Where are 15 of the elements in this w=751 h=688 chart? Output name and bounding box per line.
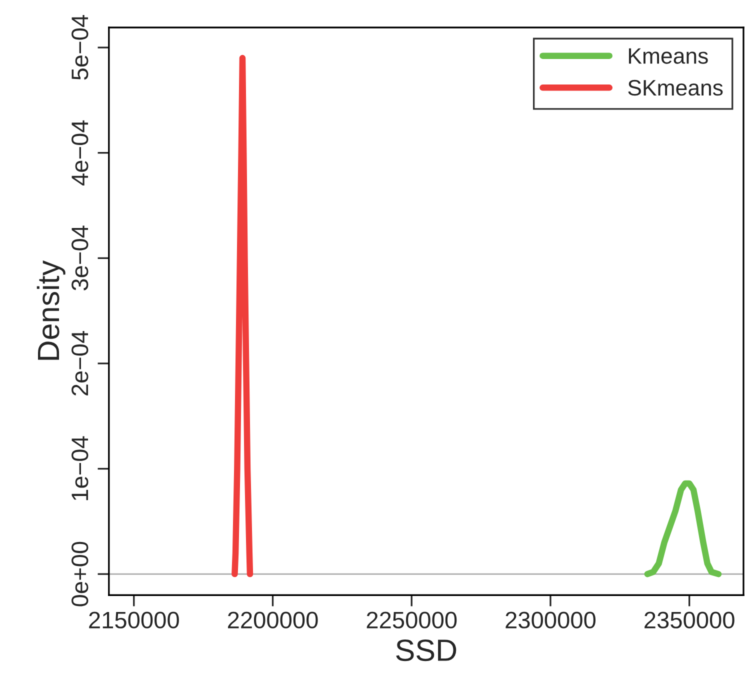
y-tick-label: 4e−04 (72, 120, 88, 186)
legend-label: SKmeans (628, 80, 723, 96)
x-tick-label: 2250000 (366, 612, 457, 628)
x-axis-title: SSD (396, 639, 456, 662)
x-tick-label: 2300000 (506, 612, 596, 628)
x-tick-label: 2350000 (644, 612, 734, 628)
x-tick-label: 2150000 (89, 612, 179, 628)
y-tick-label: 0e+00 (72, 542, 88, 606)
y-tick-label: 3e−04 (72, 226, 88, 290)
y-tick-label: 1e−04 (72, 436, 88, 500)
y-tick-label: 5e−04 (72, 15, 88, 80)
legend-label: Kmeans (628, 48, 708, 64)
x-tick-label: 2200000 (228, 612, 318, 628)
y-axis-title: Density (36, 260, 66, 360)
y-tick-label: 2e−04 (72, 330, 88, 396)
